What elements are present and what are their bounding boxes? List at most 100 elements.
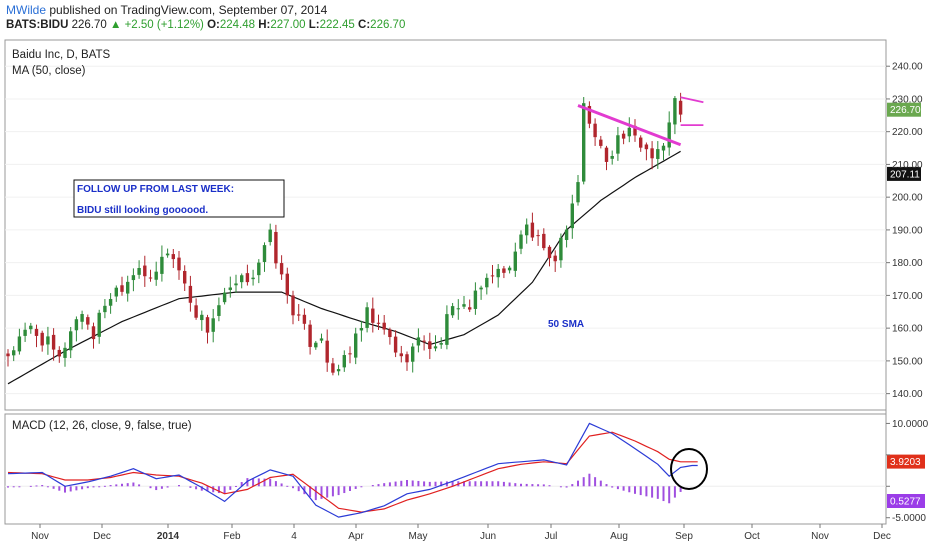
candle-body: [91, 326, 96, 340]
symbol-title[interactable]: Baidu Inc, D, BATS: [12, 49, 111, 61]
macd-circle-annotation[interactable]: [670, 448, 708, 490]
histogram-bar: [29, 485, 32, 487]
note-line-1: FOLLOW UP FROM LAST WEEK:: [77, 184, 234, 195]
time-tick-label: Aug: [610, 531, 628, 542]
histogram-bar: [480, 481, 483, 487]
histogram-bar: [166, 486, 169, 488]
histogram-bar: [212, 486, 215, 493]
time-tick-label: Nov: [31, 531, 49, 542]
candle-body: [80, 314, 84, 322]
histogram-bar: [537, 484, 540, 487]
candle-body: [587, 105, 592, 124]
histogram-bar: [138, 484, 141, 487]
histogram-bar: [52, 486, 55, 489]
time-tick-label: Apr: [348, 531, 364, 542]
chart-header: MWilde published on TradingView.com, Sep…: [0, 0, 932, 36]
candle-body: [422, 340, 426, 342]
candle-body: [177, 257, 181, 271]
macd-value-tag: 3.9203: [887, 454, 925, 469]
price-tick-label: 210.00: [892, 160, 923, 171]
time-tick-label: Feb: [223, 531, 241, 542]
candle-body: [297, 314, 301, 316]
histogram-bar: [41, 485, 44, 487]
candle-body: [279, 263, 284, 275]
hist-tag-text: 0.5277: [890, 497, 921, 508]
candle-body: [433, 346, 438, 349]
price-tick-label: 170.00: [892, 291, 923, 302]
candle-body: [63, 347, 67, 358]
histogram-bar: [58, 486, 61, 491]
candle-body: [262, 245, 267, 262]
candle-body: [542, 233, 546, 249]
candle-body: [302, 314, 307, 324]
macd-tag-bg: [887, 454, 925, 469]
time-tick-label: 2014: [157, 531, 180, 542]
histogram-bar: [594, 477, 597, 487]
histogram-bar: [337, 486, 340, 496]
low-value: 222.45: [319, 19, 355, 31]
candle-body: [314, 342, 318, 348]
histogram-bar: [582, 477, 585, 487]
note-line-2: BIDU still looking goooood.: [77, 205, 208, 216]
time-tick-label: Jun: [480, 531, 496, 542]
histogram-bar: [571, 484, 574, 487]
candle-body: [576, 182, 580, 203]
candle-body: [57, 349, 61, 357]
histogram-bar: [383, 483, 386, 487]
candle-body: [553, 255, 557, 262]
histogram-bar: [497, 481, 500, 487]
sma-annotation: 50 SMA: [548, 319, 584, 330]
time-tick-label: 4: [291, 531, 297, 542]
candles-layer: [6, 92, 683, 376]
histogram-bar: [417, 480, 420, 487]
candle-body: [291, 295, 295, 316]
high-value: 227.00: [270, 19, 306, 31]
candle-body: [525, 224, 529, 236]
change-up-icon: ▲: [110, 19, 122, 31]
ticker-symbol[interactable]: BATS:BIDU: [6, 19, 69, 31]
histogram-bar: [463, 481, 465, 487]
histogram-bar: [349, 486, 351, 491]
candle-body: [530, 222, 535, 238]
histogram-bar: [440, 481, 443, 487]
candle-body: [17, 336, 22, 352]
histogram-bar: [485, 481, 488, 487]
macd-indicator-label[interactable]: MACD (12, 26, close, 9, false, true): [12, 420, 192, 432]
candle-body: [393, 336, 398, 353]
histogram-bar: [514, 483, 517, 487]
histogram-bar: [371, 485, 374, 487]
publish-line: MWilde published on TradingView.com, Sep…: [6, 3, 327, 17]
quote-line: BATS:BIDU 226.70 ▲ +2.50 (+1.12%) O:224.…: [6, 19, 405, 31]
histogram-bar: [406, 480, 408, 487]
histogram-bar: [126, 483, 129, 487]
histogram-bar: [656, 486, 659, 499]
histogram-bar: [292, 486, 294, 489]
histogram-bar: [548, 485, 551, 487]
author-link[interactable]: MWilde: [6, 3, 47, 17]
histogram-bar: [508, 482, 511, 487]
candle-body: [650, 148, 654, 159]
histogram-bar: [314, 486, 317, 501]
candle-body: [274, 231, 278, 264]
candle-body: [240, 275, 244, 283]
ma-indicator-label[interactable]: MA (50, close): [12, 65, 86, 77]
histogram-bar: [599, 480, 602, 487]
histogram-bar: [639, 486, 642, 496]
candle-body: [29, 325, 33, 330]
histogram-bar: [257, 478, 260, 487]
histogram-bar: [103, 485, 106, 487]
histogram-bar: [195, 486, 198, 490]
histogram-bar: [616, 486, 619, 490]
trendline: [577, 104, 682, 147]
candle-body: [205, 317, 210, 333]
trendline-layer[interactable]: [577, 96, 704, 147]
candle-body: [120, 285, 124, 292]
candle-body: [211, 318, 215, 332]
low-label: L:: [308, 19, 320, 31]
candle-body: [46, 336, 50, 345]
histogram-bar: [274, 481, 277, 487]
histogram-bar: [235, 485, 237, 487]
note-box[interactable]: [73, 179, 285, 218]
candle-body: [325, 340, 329, 363]
